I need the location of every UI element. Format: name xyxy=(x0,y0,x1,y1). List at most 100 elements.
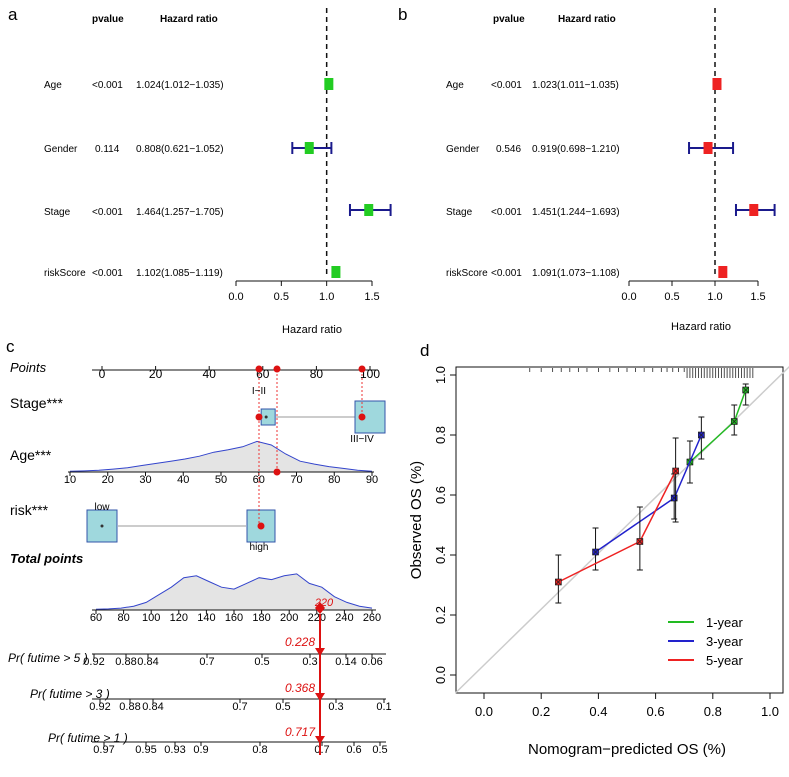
total-tick-label: 180 xyxy=(252,612,270,624)
panel-c-label: c xyxy=(6,337,15,356)
prob5-label: Pr( futime > 5 ) xyxy=(8,651,88,665)
prob-arrow xyxy=(315,648,325,656)
prob-tick-label: 0.3 xyxy=(302,656,317,668)
prob3-label: Pr( futime > 3 ) xyxy=(30,687,110,701)
x-tick-label: 0.4 xyxy=(589,704,607,719)
stage-dot-low xyxy=(264,415,268,419)
total-points-value: 220 xyxy=(314,597,334,609)
panel-a-row-gender: Gender 0.114 0.808(0.621−1.052) xyxy=(44,144,224,155)
panel-a-pvalue-header: pvalue xyxy=(92,14,124,25)
prob1-value: 0.717 xyxy=(285,725,316,739)
prob3-value: 0.368 xyxy=(285,681,315,695)
panel-b-row-age: Age <0.001 1.023(1.011−1.035) xyxy=(446,80,619,91)
panel-b-row-pvalue: 0.546 xyxy=(496,144,521,155)
hr-box xyxy=(718,266,728,278)
panel-b-row-label: Age xyxy=(446,80,464,91)
prob-tick-label: 0.14 xyxy=(335,656,356,668)
x-tick-label: 0.5 xyxy=(274,291,289,303)
prob-arrow xyxy=(315,736,325,744)
points-marker xyxy=(358,365,366,373)
panel-a-row-label: Age xyxy=(44,80,62,91)
x-tick-label: 1.5 xyxy=(364,291,379,303)
stage-marker xyxy=(255,413,263,421)
total-tick-label: 260 xyxy=(363,612,381,624)
panel-a-row-pvalue: 0.114 xyxy=(95,144,120,155)
prob-arrow xyxy=(315,693,325,701)
panel-a-row-age: Age <0.001 1.024(1.012−1.035) xyxy=(44,80,224,91)
data-point-cross xyxy=(742,386,749,394)
points-tick-label: 80 xyxy=(310,367,324,381)
prob1-label: Pr( futime > 1 ) xyxy=(48,731,128,745)
prob-tick-label: 0.93 xyxy=(164,744,185,756)
panel-a-row-hr: 1.464(1.257−1.705) xyxy=(136,207,224,218)
age-tick-label: 50 xyxy=(215,474,227,486)
x-tick-label: 0.2 xyxy=(532,704,550,719)
panel-b-row-hr: 0.919(0.698−1.210) xyxy=(532,144,620,155)
panel-a-row-hr: 0.808(0.621−1.052) xyxy=(136,144,224,155)
series-line-5-year xyxy=(558,470,677,583)
total-tick-label: 80 xyxy=(117,612,129,624)
x-tick-label: 1.0 xyxy=(319,291,334,303)
risk-level-low: low xyxy=(94,502,110,513)
panel-d: d 0.0 0.2 0.4 0.6 0.8 1.0 0.0 0.2 0.4 0.6 0.8 1.0 N… xyxy=(408,341,789,758)
data-point-cross xyxy=(698,431,705,439)
panel-c: c Points Stage*** Age*** risk*** Total p… xyxy=(6,337,392,756)
total-density-fill xyxy=(96,573,372,610)
panel-b-row-hr: 1.091(1.073−1.108) xyxy=(532,268,620,279)
panel-b-row-label: Gender xyxy=(446,144,480,155)
y-tick-label: 1.0 xyxy=(433,366,448,384)
legend-label-5-year: 5-year xyxy=(706,653,744,668)
plot-frame xyxy=(455,366,784,694)
panel-b-row-riskscore: riskScore <0.001 1.091(1.073−1.108) xyxy=(446,268,620,279)
points-tick-label: 0 xyxy=(99,367,106,381)
total-tick-label: 200 xyxy=(280,612,298,624)
prob-tick-label: 0.92 xyxy=(83,656,104,668)
calibration-plot: 0.0 0.2 0.4 0.6 0.8 1.0 0.0 0.2 0.4 0.6 0.8 1.0 xyxy=(433,365,789,719)
series-line-3-year xyxy=(595,434,703,553)
calibration-ylabel: Observed OS (%) xyxy=(408,461,425,579)
risk-label: risk*** xyxy=(10,502,49,518)
data-point-cross xyxy=(592,548,599,556)
age-tick-label: 40 xyxy=(177,474,189,486)
panel-d-label: d xyxy=(420,341,429,360)
y-tick-label: 0.8 xyxy=(433,426,448,444)
age-label: Age*** xyxy=(10,447,52,463)
age-tick-label: 90 xyxy=(366,474,378,486)
x-tick-label: 1.0 xyxy=(761,704,779,719)
panel-b-row-gender: Gender 0.546 0.919(0.698−1.210) xyxy=(446,144,620,155)
age-tick-label: 60 xyxy=(253,474,265,486)
panel-a-xlabel: Hazard ratio xyxy=(282,324,342,336)
prob-tick-label: 0.7 xyxy=(314,744,329,756)
panel-a-row-label: Stage xyxy=(44,207,71,218)
x-tick-label: 0.5 xyxy=(664,291,679,303)
total-tick-label: 100 xyxy=(142,612,160,624)
points-marker xyxy=(255,365,263,373)
total-tick-label: 140 xyxy=(197,612,215,624)
data-point-cross xyxy=(730,418,738,425)
prob-tick-label: 0.9 xyxy=(193,744,208,756)
panel-a-row-label: riskScore xyxy=(44,268,86,279)
prob-tick-label: 0.97 xyxy=(93,744,114,756)
panel-a-row-hr: 1.102(1.085−1.119) xyxy=(136,268,223,279)
total-tick-label: 160 xyxy=(225,612,243,624)
hr-box xyxy=(703,142,713,154)
panel-a-hr-header: Hazard ratio xyxy=(160,14,218,25)
panel-b-plot: 0.0 0.5 1.0 1.5 xyxy=(621,8,776,303)
total-tick-label: 120 xyxy=(170,612,188,624)
risk-dot-low xyxy=(100,524,104,528)
prob-tick-label: 0.88 xyxy=(115,656,136,668)
panel-a-row-stage: Stage <0.001 1.464(1.257−1.705) xyxy=(44,207,224,218)
panel-a-row-pvalue: <0.001 xyxy=(92,80,123,91)
panel-b-label: b xyxy=(398,5,407,24)
panel-b-row-pvalue: <0.001 xyxy=(491,207,522,218)
hr-box xyxy=(364,204,374,216)
stage-label: Stage*** xyxy=(10,395,63,411)
stage-level-2: III−IV xyxy=(350,434,374,445)
panel-b-xlabel: Hazard ratio xyxy=(671,321,731,333)
panel-b-row-pvalue: <0.001 xyxy=(491,80,522,91)
x-tick-label: 0.0 xyxy=(228,291,243,303)
panel-a-row-pvalue: <0.001 xyxy=(92,268,123,279)
hr-box xyxy=(712,78,722,90)
